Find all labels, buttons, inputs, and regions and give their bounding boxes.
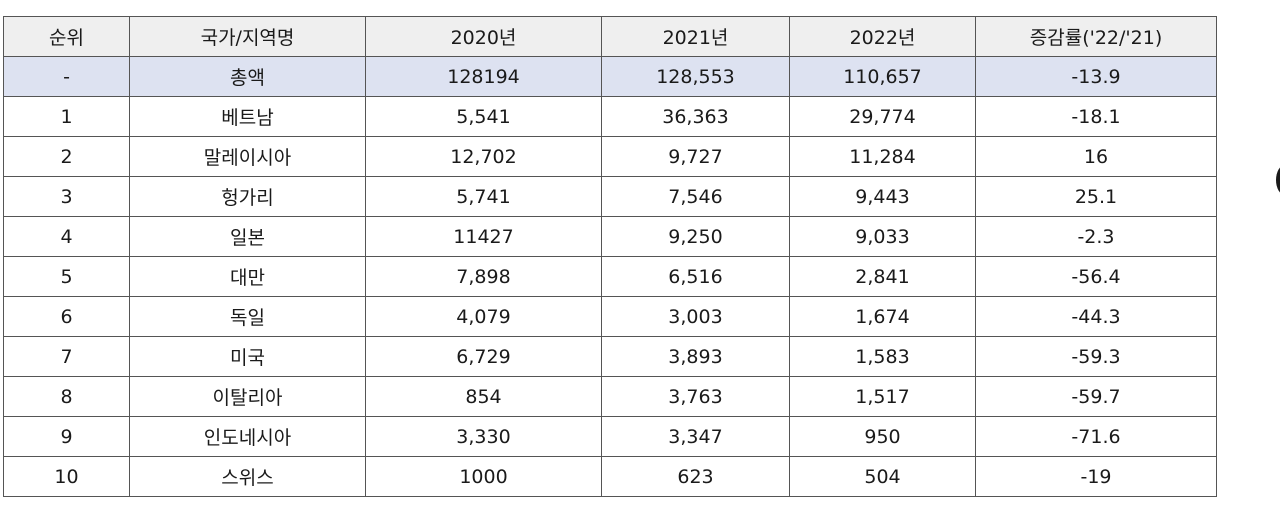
cell-rank: 5 (3, 256, 130, 297)
cell-rank: 8 (3, 376, 130, 417)
total-row: - 총액 128194 128,553 110,657 -13.9 (3, 56, 1217, 97)
cell-2021: 623 (601, 456, 790, 497)
cell-2020: 5,741 (365, 176, 602, 217)
cell-rank: 6 (3, 296, 130, 337)
header-2022: 2022년 (789, 16, 976, 57)
cell-growth-rate: -71.6 (975, 416, 1217, 457)
cell-2020: 1000 (365, 456, 602, 497)
scroll-edge-icon (1276, 165, 1280, 195)
cell-2020: 6,729 (365, 336, 602, 377)
cell-2022: 1,583 (789, 336, 976, 377)
cell-country: 미국 (129, 336, 366, 377)
cell-rank: 7 (3, 336, 130, 377)
table-row: 8 이탈리아 854 3,763 1,517 -59.7 (3, 376, 1217, 417)
cell-2020: 5,541 (365, 96, 602, 137)
table-row: 4 일본 11427 9,250 9,033 -2.3 (3, 216, 1217, 257)
cell-country: 인도네시아 (129, 416, 366, 457)
cell-growth-rate: -13.9 (975, 56, 1217, 97)
cell-2021: 3,347 (601, 416, 790, 457)
cell-rank: 9 (3, 416, 130, 457)
cell-2022: 504 (789, 456, 976, 497)
cell-2021: 128,553 (601, 56, 790, 97)
header-2020: 2020년 (365, 16, 602, 57)
cell-growth-rate: -56.4 (975, 256, 1217, 297)
table-row: 1 베트남 5,541 36,363 29,774 -18.1 (3, 96, 1217, 137)
cell-rank: 2 (3, 136, 130, 177)
cell-2022: 9,443 (789, 176, 976, 217)
cell-country: 베트남 (129, 96, 366, 137)
cell-growth-rate: -19 (975, 456, 1217, 497)
cell-2021: 36,363 (601, 96, 790, 137)
table-row: 7 미국 6,729 3,893 1,583 -59.3 (3, 336, 1217, 377)
cell-country: 독일 (129, 296, 366, 337)
table-row: 2 말레이시아 12,702 9,727 11,284 16 (3, 136, 1217, 177)
cell-growth-rate: 25.1 (975, 176, 1217, 217)
cell-2020: 4,079 (365, 296, 602, 337)
cell-country: 스위스 (129, 456, 366, 497)
cell-country: 총액 (129, 56, 366, 97)
cell-2020: 12,702 (365, 136, 602, 177)
cell-2020: 7,898 (365, 256, 602, 297)
cell-country: 헝가리 (129, 176, 366, 217)
cell-2022: 2,841 (789, 256, 976, 297)
cell-growth-rate: -44.3 (975, 296, 1217, 337)
cell-2022: 1,517 (789, 376, 976, 417)
cell-2021: 6,516 (601, 256, 790, 297)
cell-2021: 3,893 (601, 336, 790, 377)
cell-rank: 1 (3, 96, 130, 137)
cell-growth-rate: -59.3 (975, 336, 1217, 377)
cell-2022: 11,284 (789, 136, 976, 177)
header-growth-rate: 증감률('22/'21) (975, 16, 1217, 57)
cell-country: 말레이시아 (129, 136, 366, 177)
cell-rank: 10 (3, 456, 130, 497)
table-row: 3 헝가리 5,741 7,546 9,443 25.1 (3, 176, 1217, 217)
cell-2022: 9,033 (789, 216, 976, 257)
cell-growth-rate: -2.3 (975, 216, 1217, 257)
cell-country: 일본 (129, 216, 366, 257)
table-row: 6 독일 4,079 3,003 1,674 -44.3 (3, 296, 1217, 337)
header-row: 순위 국가/지역명 2020년 2021년 2022년 증감률('22/'21) (3, 16, 1217, 57)
cell-2022: 110,657 (789, 56, 976, 97)
table-row: 10 스위스 1000 623 504 -19 (3, 456, 1217, 497)
cell-2020: 128194 (365, 56, 602, 97)
cell-country: 대만 (129, 256, 366, 297)
cell-2022: 1,674 (789, 296, 976, 337)
cell-2021: 3,763 (601, 376, 790, 417)
header-rank: 순위 (3, 16, 130, 57)
header-2021: 2021년 (601, 16, 790, 57)
cell-2020: 11427 (365, 216, 602, 257)
cell-2020: 3,330 (365, 416, 602, 457)
cell-2021: 9,250 (601, 216, 790, 257)
cell-country: 이탈리아 (129, 376, 366, 417)
cell-growth-rate: 16 (975, 136, 1217, 177)
cell-2020: 854 (365, 376, 602, 417)
cell-2021: 9,727 (601, 136, 790, 177)
cell-rank: 4 (3, 216, 130, 257)
cell-rank: 3 (3, 176, 130, 217)
cell-growth-rate: -59.7 (975, 376, 1217, 417)
cell-2021: 3,003 (601, 296, 790, 337)
cell-2021: 7,546 (601, 176, 790, 217)
header-country: 국가/지역명 (129, 16, 366, 57)
table-row: 5 대만 7,898 6,516 2,841 -56.4 (3, 256, 1217, 297)
cell-2022: 950 (789, 416, 976, 457)
export-ranking-table: 순위 국가/지역명 2020년 2021년 2022년 증감률('22/'21)… (3, 16, 1217, 497)
cell-2022: 29,774 (789, 96, 976, 137)
cell-growth-rate: -18.1 (975, 96, 1217, 137)
table-row: 9 인도네시아 3,330 3,347 950 -71.6 (3, 416, 1217, 457)
table-container: 순위 국가/지역명 2020년 2021년 2022년 증감률('22/'21)… (3, 16, 1217, 497)
cell-rank: - (3, 56, 130, 97)
